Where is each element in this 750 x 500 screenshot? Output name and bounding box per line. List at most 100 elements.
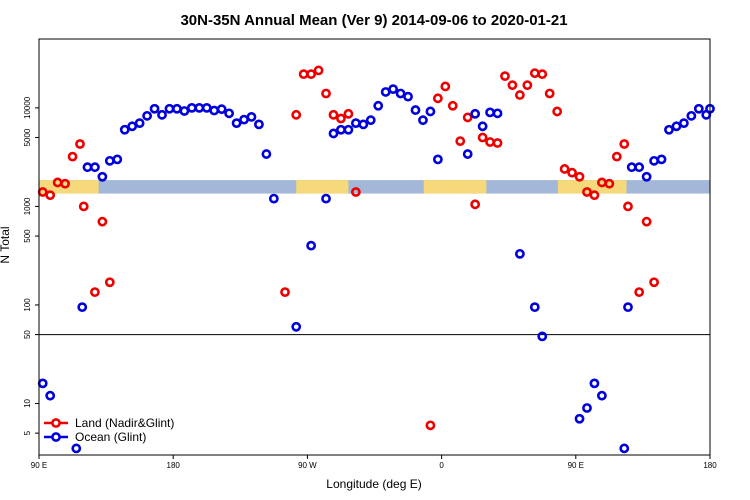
ocean-point xyxy=(127,121,138,132)
land-point xyxy=(432,93,443,104)
ocean-point xyxy=(537,331,548,342)
x-tick-label: 180 xyxy=(167,461,181,470)
ocean-point xyxy=(306,240,317,251)
land-point xyxy=(350,187,361,197)
land-point xyxy=(589,190,600,201)
land-point xyxy=(574,171,585,182)
land-point xyxy=(298,69,309,80)
legend-swatch-marker xyxy=(51,432,61,442)
x-axis: 90 E 180 90 W 0 90 E 180 xyxy=(31,455,717,470)
y-tick-label: 50 xyxy=(23,330,32,339)
ocean-point xyxy=(71,443,82,454)
ocean-point xyxy=(470,108,481,119)
ocean-point xyxy=(231,118,242,129)
ocean-point xyxy=(82,162,93,173)
ocean-point xyxy=(514,248,525,259)
x-tick-label: 90 E xyxy=(568,461,584,470)
ocean-point xyxy=(582,403,592,413)
legend-label: Ocean (Glint) xyxy=(75,430,146,444)
land-point xyxy=(634,287,645,298)
ocean-point xyxy=(462,149,473,159)
land-point xyxy=(425,420,436,431)
ocean-point xyxy=(172,103,182,114)
land-band-segment xyxy=(557,180,627,194)
land-point xyxy=(619,139,630,149)
y-tick-label: 5000 xyxy=(23,128,32,146)
ocean-point xyxy=(224,108,235,119)
ocean-point xyxy=(358,119,369,130)
land-point xyxy=(492,138,503,148)
x-tick-label: 90 W xyxy=(298,461,317,470)
ocean-point xyxy=(395,88,406,99)
ocean-point xyxy=(201,102,212,113)
land-band-segment xyxy=(296,180,349,194)
ocean-point xyxy=(373,100,384,111)
series-land xyxy=(37,65,659,431)
land-point xyxy=(45,190,56,201)
land-point xyxy=(611,151,622,162)
chart-title: 30N-35N Annual Mean (Ver 9) 2014-09-06 t… xyxy=(180,12,567,29)
land-point xyxy=(514,90,525,100)
ocean-point xyxy=(664,124,674,135)
land-point xyxy=(529,68,540,79)
ocean-point xyxy=(336,124,346,135)
data-points xyxy=(37,65,715,454)
ocean-point xyxy=(328,128,339,139)
y-axis-label: N Total xyxy=(0,226,12,263)
plot-frame xyxy=(38,38,711,456)
ocean-point xyxy=(291,321,302,332)
land-point xyxy=(552,106,563,117)
x-tick-label: 0 xyxy=(439,461,444,470)
ocean-point xyxy=(380,87,391,97)
series-ocean xyxy=(37,84,715,454)
land-point xyxy=(440,81,451,92)
ocean-point xyxy=(119,124,130,135)
x-tick-label: 180 xyxy=(703,461,717,470)
ocean-point xyxy=(246,111,257,122)
y-tick-label: 10 xyxy=(23,398,32,407)
land-point xyxy=(67,151,78,162)
land-point xyxy=(470,199,481,210)
legend-label: Land (Nadir&Glint) xyxy=(75,416,174,430)
ocean-point xyxy=(626,162,637,173)
ocean-point xyxy=(134,118,145,129)
ocean-point xyxy=(492,108,503,119)
land-point xyxy=(559,164,570,174)
ocean-point xyxy=(321,193,331,204)
land-point xyxy=(582,187,592,197)
ocean-band xyxy=(39,180,710,194)
ocean-point xyxy=(186,102,197,113)
ocean-point xyxy=(261,149,272,159)
land-point xyxy=(306,69,317,80)
ocean-point xyxy=(179,106,190,116)
ocean-point xyxy=(90,162,100,173)
land-point xyxy=(291,109,302,120)
land-point xyxy=(90,287,100,298)
ocean-point xyxy=(239,114,249,125)
land-point xyxy=(522,80,533,91)
land-band-segment xyxy=(423,180,487,194)
ocean-point xyxy=(209,105,220,116)
y-tick-label: 5 xyxy=(23,430,32,435)
ocean-point xyxy=(403,91,413,102)
ocean-point xyxy=(619,443,630,454)
land-point xyxy=(604,178,615,189)
y-tick-label: 10000 xyxy=(23,96,32,119)
ocean-point xyxy=(104,155,115,166)
land-point xyxy=(623,201,633,212)
ocean-point xyxy=(142,110,153,121)
ocean-point xyxy=(343,124,354,135)
ocean-point xyxy=(425,106,436,117)
ocean-point xyxy=(432,154,443,165)
ocean-point xyxy=(157,109,167,120)
land-point xyxy=(97,216,108,227)
land-point xyxy=(343,108,354,119)
ocean-point xyxy=(268,193,279,204)
ocean-point xyxy=(77,302,88,313)
land-point xyxy=(485,137,495,147)
ocean-point xyxy=(254,119,264,130)
land-point xyxy=(321,88,331,99)
ocean-point xyxy=(693,103,704,114)
land-point xyxy=(537,69,548,80)
